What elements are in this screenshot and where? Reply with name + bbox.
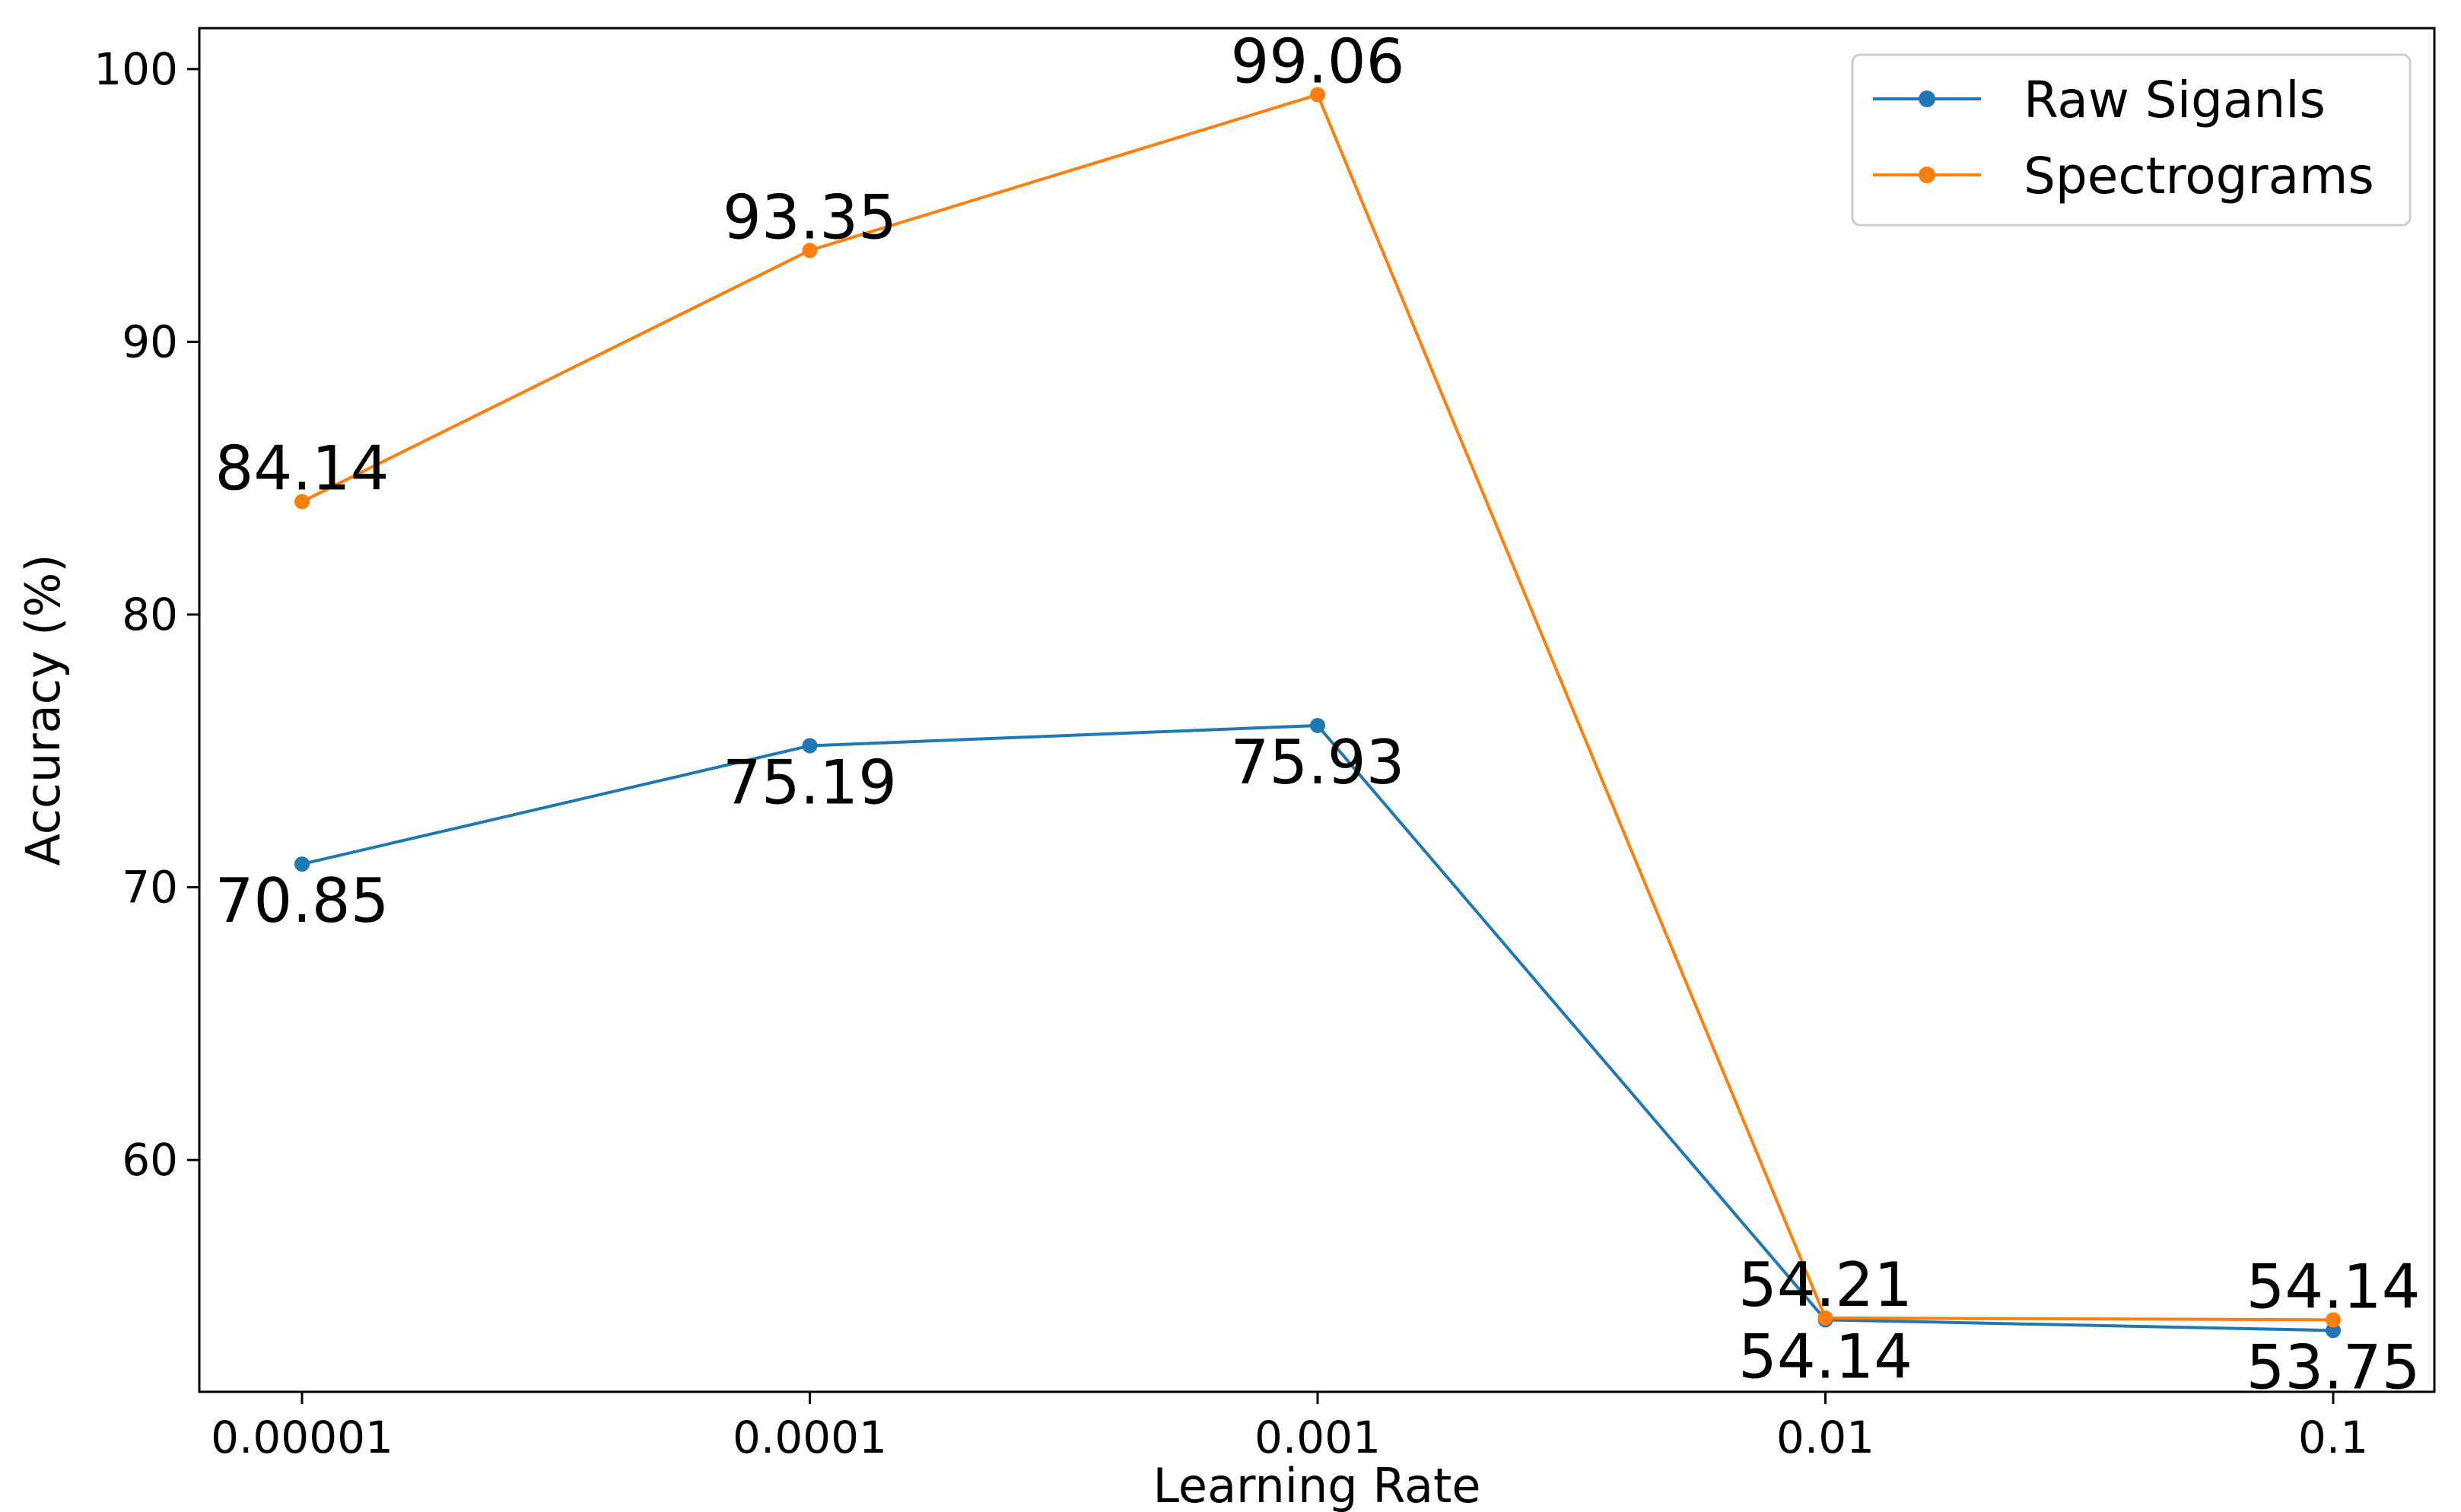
data-point	[802, 738, 818, 754]
data-point	[294, 494, 310, 510]
series-layer	[294, 87, 2341, 1339]
data-point	[1817, 1310, 1833, 1326]
data-label: 54.14	[1738, 1321, 1913, 1392]
y-axis: 60 70 80 90 100	[94, 43, 199, 1186]
x-tick-label: 0.01	[1776, 1412, 1874, 1463]
data-label: 54.21	[1738, 1250, 1913, 1320]
data-label: 84.14	[215, 434, 389, 504]
data-labels: 70.85 75.19 75.93 54.14 53.75 84.14 93.35 99.06…	[215, 26, 2420, 1402]
legend-label-spectrograms: Spectrograms	[2024, 147, 2374, 205]
data-label: 53.75	[2246, 1332, 2420, 1402]
x-tick-label: 0.1	[2298, 1412, 2368, 1463]
y-axis-label: Accuracy (%)	[15, 554, 71, 866]
data-label: 93.35	[723, 182, 897, 253]
y-tick-label: 70	[122, 862, 178, 913]
x-axis-label: Learning Rate	[1153, 1458, 1480, 1512]
y-tick-label: 60	[122, 1134, 178, 1186]
data-label: 75.93	[1230, 727, 1404, 798]
data-label: 75.19	[723, 747, 897, 818]
data-label: 99.06	[1230, 26, 1404, 97]
data-label: 70.85	[215, 866, 389, 936]
x-tick-label: 0.00001	[211, 1412, 393, 1463]
x-tick-label: 0.0001	[733, 1412, 887, 1463]
y-tick-label: 80	[122, 589, 178, 640]
data-point	[1310, 87, 1325, 103]
legend-label-raw-signals: Raw Siganls	[2024, 71, 2326, 129]
data-point	[294, 856, 310, 872]
data-point	[802, 243, 818, 259]
legend-marker-spectrograms	[1919, 167, 1935, 183]
legend: Raw Siganls Spectrograms	[1851, 53, 2412, 227]
data-point	[2326, 1312, 2341, 1328]
data-label: 54.14	[2246, 1251, 2420, 1322]
x-tick-label: 0.001	[1254, 1412, 1381, 1463]
legend-frame	[1851, 53, 2412, 227]
y-tick-label: 90	[122, 316, 178, 367]
x-axis: 0.00001 0.0001 0.001 0.01 0.1	[211, 1392, 2368, 1463]
data-point	[2326, 1323, 2341, 1339]
legend-marker-raw-signals	[1919, 91, 1935, 107]
data-point	[1310, 717, 1325, 733]
y-tick-label: 100	[94, 43, 178, 95]
